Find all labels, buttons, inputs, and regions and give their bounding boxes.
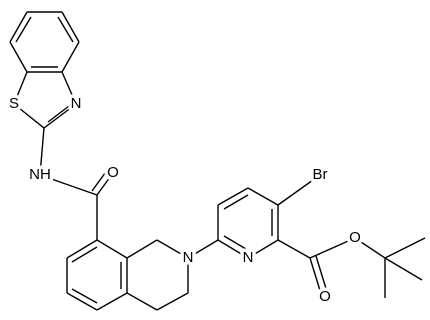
atom-label: N xyxy=(71,95,82,112)
atom-label: NH xyxy=(29,166,51,183)
bonds xyxy=(9,11,426,311)
atom-label: O xyxy=(319,288,331,305)
atom-label: O xyxy=(349,229,361,246)
atom-label: N xyxy=(243,249,254,266)
atom-label: Br xyxy=(313,166,328,183)
atom-label: S xyxy=(9,95,19,112)
atom-label: N xyxy=(183,249,194,266)
atom-label: O xyxy=(107,164,119,181)
